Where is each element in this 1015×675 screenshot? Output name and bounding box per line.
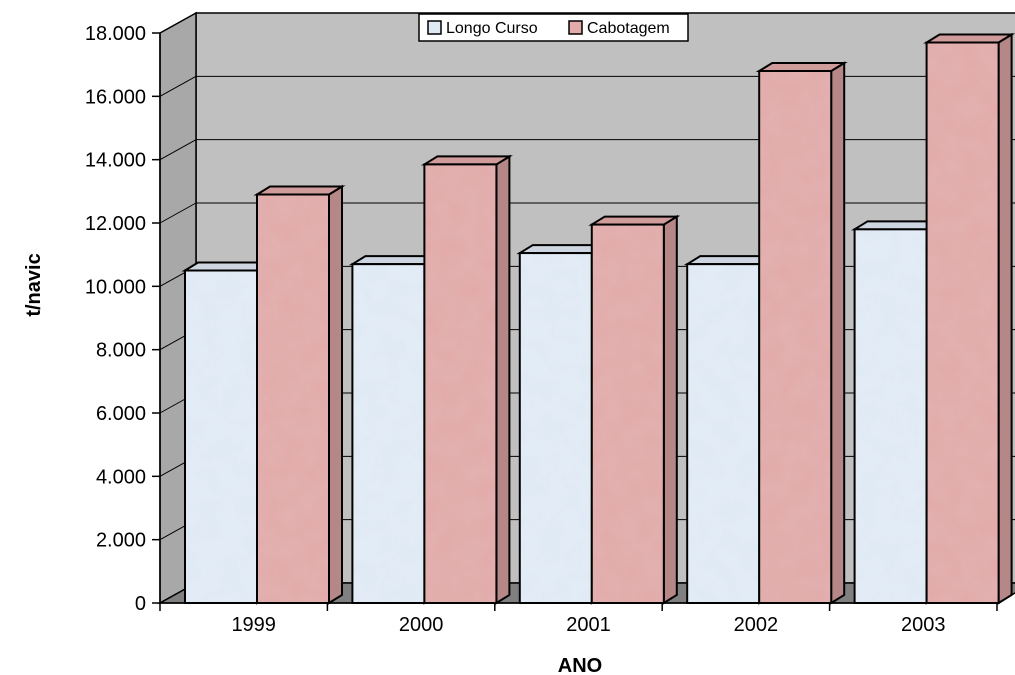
legend-swatch-cabotagem [568, 20, 583, 35]
gridline-side [159, 75, 197, 97]
x-tick-label: 2001 [566, 614, 611, 636]
gridline-side [159, 202, 197, 224]
x-tick-label: 2002 [734, 614, 779, 636]
y-axis: 0 2.000 4.000 6.000 8.000 10.000 12.000 14.000 1… [85, 23, 161, 615]
bars [181, 32, 1015, 605]
x-axis: 1999 2000 2001 2002 2003 [159, 602, 998, 636]
bar-texture [855, 230, 926, 603]
bar-top [253, 185, 346, 196]
y-tick-label: 12.000 [85, 213, 146, 235]
bar-side [997, 32, 1013, 605]
bar-top [420, 155, 513, 166]
bar-longo-curso-2000 [348, 254, 441, 605]
bar-texture [927, 43, 998, 602]
x-tick-label: 1999 [231, 614, 276, 636]
y-tick-label: 6.000 [96, 403, 146, 425]
bar-texture [760, 72, 831, 602]
legend: Longo Curso Cabotagem [418, 13, 689, 42]
y-tick-label: 10.000 [85, 276, 146, 298]
bar-cabotagem-1999 [253, 184, 346, 605]
bar-longo-curso-2001 [516, 243, 609, 605]
bar-top [755, 62, 848, 72]
x-tick-label: 2003 [901, 614, 946, 636]
y-tick-label: 0 [135, 593, 146, 615]
legend-swatch-longo-curso [427, 20, 442, 35]
bar-texture [520, 254, 591, 603]
x-tick-label: 2000 [399, 614, 444, 636]
y-axis-title: t/navic [23, 253, 45, 316]
legend-label-cabotagem: Cabotagem [587, 20, 670, 37]
y-tick-label: 2.000 [96, 530, 146, 552]
y-tick-label: 14.000 [85, 150, 146, 172]
bar-texture [258, 195, 328, 602]
bar-cabotagem-2000 [420, 154, 513, 605]
gridline-side [159, 12, 197, 34]
bar-cabotagem-2002 [755, 61, 848, 605]
bar-cabotagem-2001 [588, 214, 681, 605]
gridline-side [159, 139, 197, 161]
bar-top [588, 215, 681, 226]
bar-texture [425, 165, 496, 602]
bar-side [830, 61, 846, 605]
x-axis-title: ANO [558, 655, 602, 675]
bar-texture [353, 265, 424, 602]
bar-texture [688, 265, 759, 602]
y-tick-label: 18.000 [85, 23, 146, 45]
y-tick-label: 16.000 [85, 86, 146, 108]
bar-texture [592, 225, 663, 603]
bar-side [662, 214, 678, 605]
y-tick-label: 4.000 [96, 466, 146, 488]
bar-cabotagem-2003 [923, 32, 1015, 605]
y-tick-label: 8.000 [96, 340, 146, 362]
bar-texture [186, 271, 256, 602]
legend-label-longo-curso: Longo Curso [446, 20, 538, 37]
bar-top [923, 33, 1015, 44]
bar-side [495, 154, 511, 605]
legend-box [418, 13, 689, 42]
bar-side [328, 184, 343, 605]
